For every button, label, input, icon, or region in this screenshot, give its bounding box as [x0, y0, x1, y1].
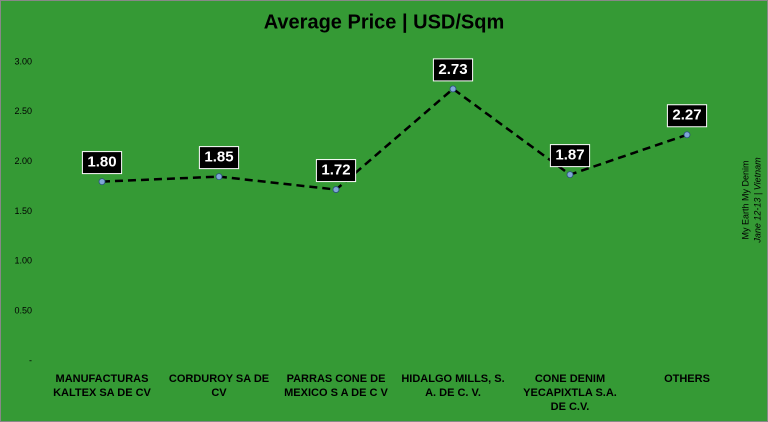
data-label-text: 2.27 — [672, 107, 701, 124]
y-tick-label: - — [29, 355, 32, 365]
x-tick-label: MANUFACTURAS KALTEX SA DE CV — [53, 373, 151, 399]
data-label-text: 2.73 — [438, 61, 467, 78]
data-label-text: 1.85 — [204, 149, 233, 166]
side-note: My Earth My Denim Jane 12-13 | Vietnam — [740, 157, 762, 244]
data-label-box — [549, 144, 591, 168]
note-line: Jane 12-13 | Vietnam — [752, 157, 762, 244]
data-label-box — [81, 151, 123, 175]
data-label-text: 1.72 — [321, 162, 350, 179]
x-tick-label: CORDUROY SA DE CV — [168, 373, 270, 399]
data-label-box — [432, 58, 474, 82]
data-point — [683, 131, 691, 139]
chart-title: Average Price | USD/Sqm — [264, 11, 505, 33]
x-tick-label: PARRAS CONE DE MEXICO S A DE C V — [284, 373, 388, 399]
data-point — [566, 171, 574, 179]
note-line: My Earth My Denim — [740, 160, 750, 239]
data-label: 1.87 — [549, 144, 591, 168]
x-tick-label: HIDALGO MILLS, S. A. DE C. V. — [401, 373, 505, 399]
y-tick-label: 3.00 — [14, 56, 32, 66]
data-label: 1.80 — [81, 151, 123, 175]
data-label-box — [315, 159, 357, 183]
y-tick-label: 1.00 — [14, 256, 32, 266]
data-point — [215, 173, 223, 181]
data-label-box — [198, 146, 240, 170]
y-tick-label: 2.50 — [14, 106, 32, 116]
data-label: 1.72 — [315, 159, 357, 183]
data-label: 2.73 — [432, 58, 474, 82]
data-label: 1.85 — [198, 146, 240, 170]
y-tick-label: 2.00 — [14, 156, 32, 166]
data-label: 2.27 — [666, 104, 708, 128]
data-label-text: 1.80 — [87, 154, 116, 171]
data-point — [332, 186, 340, 193]
y-tick-label: 0.50 — [14, 306, 32, 316]
x-tick-label: CONE DENIM YECAPIXTLA S.A. DE C.V. — [523, 373, 617, 413]
data-line — [101, 87, 688, 191]
data-point — [98, 178, 106, 186]
data-label-text: 1.87 — [555, 147, 584, 164]
data-label-box — [666, 104, 708, 128]
data-point — [449, 85, 457, 93]
y-tick-label: 1.50 — [14, 206, 32, 216]
x-tick-label: OTHERS — [664, 373, 710, 385]
